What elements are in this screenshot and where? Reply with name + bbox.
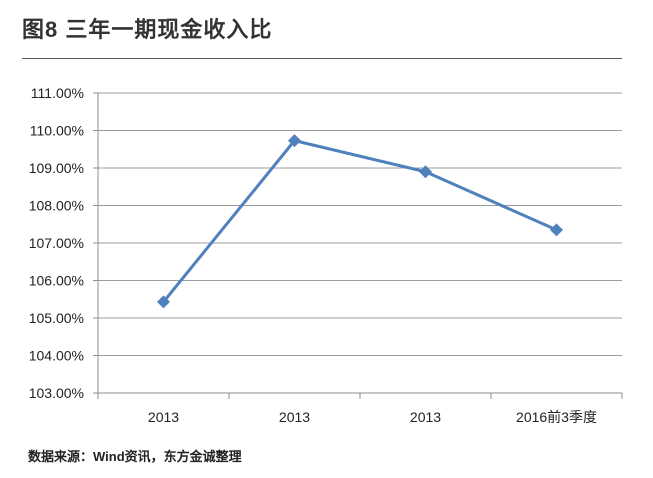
y-axis-labels: 103.00% 104.00% 105.00% 106.00% 107.00% 108.0… <box>29 85 84 401</box>
y-tick-label: 109.00% <box>29 160 84 176</box>
data-source-note: 数据来源：Wind资讯，东方金诚整理 <box>28 449 242 464</box>
y-tick-label: 110.00% <box>30 123 84 139</box>
gridlines <box>98 92 622 356</box>
line-chart: 103.00% 104.00% 105.00% 106.00% 107.00% 108.0… <box>29 85 623 425</box>
y-tick-label: 104.00% <box>29 348 84 364</box>
data-point <box>157 295 170 309</box>
x-tick-label: 2013 <box>148 409 179 425</box>
y-tick-label: 106.00% <box>29 273 84 289</box>
axes <box>93 92 623 399</box>
x-tick-label: 2013 <box>410 409 441 425</box>
x-tick-label: 2016前3季度 <box>516 409 597 425</box>
x-tick-label: 2013 <box>279 409 310 425</box>
y-tick-label: 105.00% <box>29 310 84 326</box>
title-divider <box>22 58 622 59</box>
chart-title: 图8 三年一期现金收入比 <box>22 17 273 42</box>
data-point <box>419 165 432 179</box>
x-axis-labels: 2013 2013 2013 2016前3季度 <box>148 409 597 425</box>
data-point <box>288 134 301 148</box>
y-tick-label: 111.00% <box>31 85 84 101</box>
y-tick-label: 103.00% <box>29 385 84 401</box>
series-group <box>157 134 563 309</box>
y-tick-label: 107.00% <box>29 235 84 251</box>
series-line <box>162 139 558 303</box>
y-tick-label: 108.00% <box>29 198 84 214</box>
data-point <box>550 223 563 237</box>
